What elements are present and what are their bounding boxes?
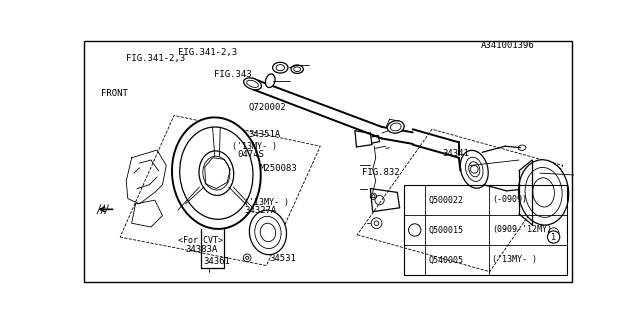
Text: (-0909): (-0909) [492,196,527,204]
Circle shape [408,224,421,236]
Text: Q540005: Q540005 [428,255,463,264]
Text: FIG.341-2,3: FIG.341-2,3 [126,54,185,63]
Text: ('13MY- ): ('13MY- ) [244,198,289,207]
Text: FIG.832: FIG.832 [362,168,399,177]
Text: ('13MY- ): ('13MY- ) [492,255,537,264]
Text: <For CVT>: <For CVT> [178,236,223,245]
Text: 1: 1 [412,226,417,235]
Text: 34531: 34531 [270,254,297,263]
Ellipse shape [250,210,287,255]
Circle shape [470,165,478,173]
Text: (0909-'12MY): (0909-'12MY) [492,226,552,235]
Text: 1: 1 [551,233,556,242]
Text: 34327A: 34327A [244,206,276,215]
Ellipse shape [460,150,488,188]
Circle shape [547,231,560,243]
Text: 34351A: 34351A [248,130,280,139]
Text: ('13MY- ): ('13MY- ) [232,142,277,151]
Ellipse shape [387,121,404,133]
Text: M250083: M250083 [260,164,298,173]
Text: FIG.341-2,3: FIG.341-2,3 [178,48,237,57]
Ellipse shape [518,160,569,225]
Text: A341001396: A341001396 [481,41,534,50]
Text: 34383A: 34383A [185,244,218,253]
Circle shape [548,228,559,239]
Ellipse shape [244,78,261,90]
Text: Q500015: Q500015 [428,226,463,235]
Ellipse shape [266,74,275,88]
Text: 34341: 34341 [442,149,469,158]
Text: Q500022: Q500022 [428,196,463,204]
Text: Q720002: Q720002 [248,103,286,112]
Text: 34361: 34361 [204,257,230,266]
Ellipse shape [172,117,260,229]
Ellipse shape [199,151,234,196]
Text: FIG.343: FIG.343 [214,70,252,79]
Text: 0474S: 0474S [237,150,264,159]
Text: FRONT: FRONT [101,89,128,98]
